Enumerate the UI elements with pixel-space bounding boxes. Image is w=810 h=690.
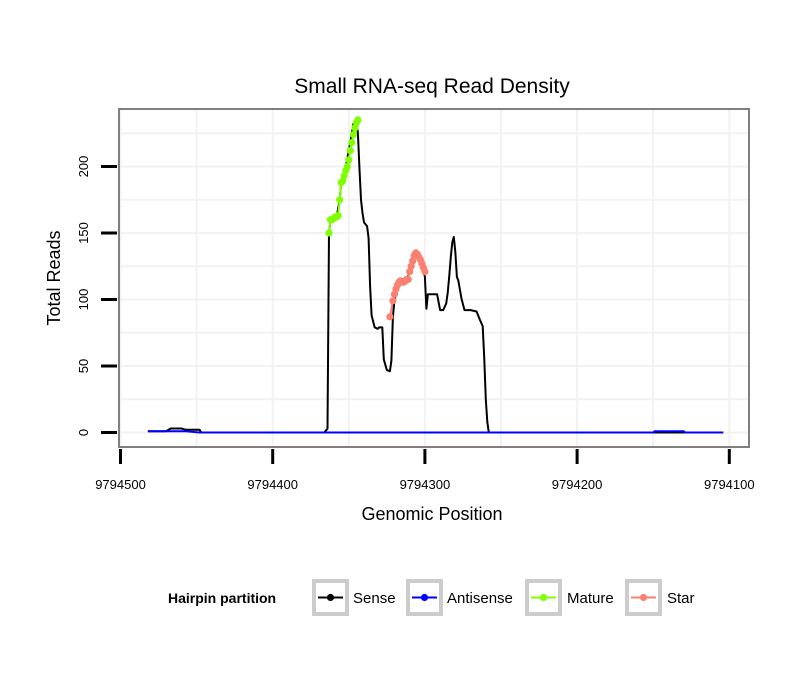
data-point-star <box>407 262 415 270</box>
legend-key-dot <box>639 593 648 602</box>
data-point-mature <box>348 139 356 147</box>
legend-label-sense: Sense <box>353 590 396 607</box>
chart-title: Small RNA-seq Read Density <box>294 75 570 98</box>
plot-border <box>118 108 750 448</box>
grid-lines <box>119 109 749 447</box>
plot-panel <box>119 109 749 447</box>
x-axis-label: Genomic Position <box>361 504 502 524</box>
data-point-mature <box>354 116 362 124</box>
data-point-star <box>404 275 412 284</box>
legend-key-dot <box>420 593 429 602</box>
data-point-mature <box>336 196 344 204</box>
data-point-star <box>389 297 397 305</box>
x-tick-label: 9794400 <box>247 477 298 492</box>
series-line-antisense <box>147 430 724 434</box>
y-tick-label: 50 <box>76 359 91 373</box>
y-tick-label: 0 <box>76 429 91 436</box>
legend-label-star: Star <box>667 590 695 607</box>
y-tick-label: 200 <box>76 156 91 178</box>
data-point-star <box>386 313 394 321</box>
x-tick-label: 9794100 <box>704 477 755 492</box>
axes: 9794500 9794400 9794300 9794200 9794100 0 50 10… <box>76 156 755 492</box>
x-tick-label: 9794200 <box>552 477 603 492</box>
data-point-mature <box>346 146 354 155</box>
data-point-mature <box>325 229 333 237</box>
legend-title: Hairpin partition <box>168 590 276 606</box>
legend-label-antisense: Antisense <box>447 590 513 607</box>
x-tick-label: 9794300 <box>400 477 451 492</box>
legend-label-mature: Mature <box>567 590 614 607</box>
legend-key-dot <box>326 593 335 602</box>
data-point-mature <box>343 162 351 171</box>
data-point-star <box>421 268 429 276</box>
legend: Hairpin partition Sense Antisense Mature St… <box>168 579 695 616</box>
series-layer <box>147 116 724 434</box>
data-point-mature <box>349 131 357 139</box>
x-tick-label: 9794500 <box>95 477 146 492</box>
y-tick-label: 100 <box>76 289 91 311</box>
data-point-mature <box>345 156 353 164</box>
y-axis-label: Total Reads <box>44 230 64 325</box>
legend-key-dot <box>539 593 548 602</box>
data-point-mature <box>334 212 342 220</box>
y-tick-label: 150 <box>76 222 91 244</box>
